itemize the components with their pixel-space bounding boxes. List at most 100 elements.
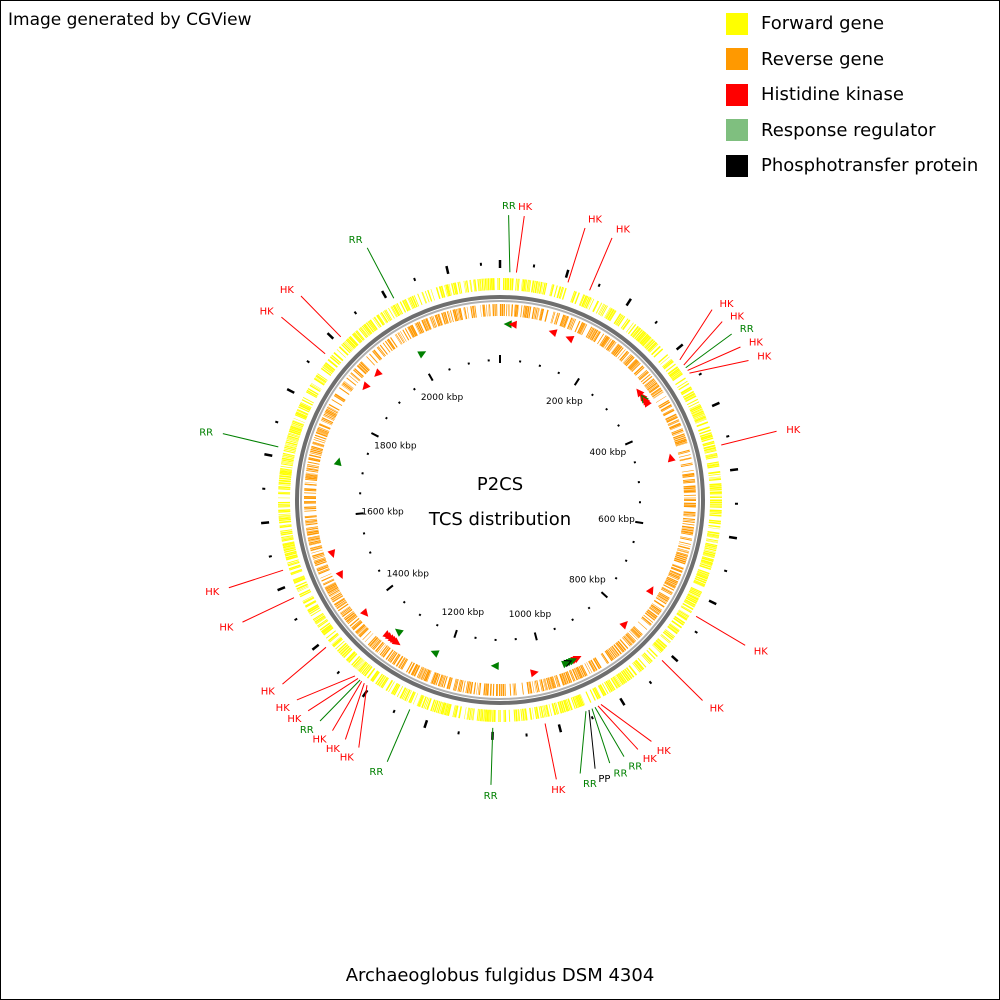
reverse-gene (304, 515, 317, 517)
reverse-gene (471, 305, 475, 318)
hk-label: HK (719, 299, 734, 310)
forward-gene (278, 513, 291, 516)
forward-gene (282, 454, 295, 458)
reverse-gene (305, 473, 318, 476)
forward-gene (281, 538, 294, 542)
forward-gene (676, 613, 687, 621)
legend-label-reverse-gene: Reverse gene (761, 48, 885, 70)
reverse-gene (652, 389, 663, 398)
forward-gene (484, 709, 486, 722)
forward-gene (695, 417, 707, 423)
forward-gene (626, 322, 634, 333)
reverse-gene (594, 657, 602, 669)
forward-gene (684, 600, 695, 607)
forward-gene (528, 280, 532, 293)
kbp-label: 400 kbp (590, 448, 627, 458)
forward-gene (313, 377, 325, 386)
reverse-gene (568, 670, 575, 682)
forward-gene (324, 362, 336, 371)
outer-minor-tick (392, 709, 396, 714)
forward-gene (396, 685, 404, 697)
forward-gene (680, 606, 692, 614)
forward-gene (293, 575, 305, 582)
outer-major-tick (557, 724, 563, 733)
forward-gene (492, 278, 495, 291)
outer-minor-tick (268, 555, 273, 558)
reverse-gene (646, 610, 657, 619)
outer-minor-tick (590, 715, 594, 720)
outer-minor-tick (336, 670, 341, 675)
reverse-gene (574, 320, 581, 333)
forward-gene (642, 653, 652, 664)
reverse-gene (587, 327, 595, 339)
histidine-kinase-arrow (335, 570, 343, 580)
forward-gene (479, 709, 482, 722)
forward-gene (676, 612, 688, 621)
reverse-gene (536, 307, 540, 320)
reverse-gene (426, 318, 432, 330)
reverse-gene (514, 683, 517, 696)
reverse-gene (672, 431, 684, 436)
forward-gene (369, 319, 378, 331)
reverse-gene (376, 642, 385, 653)
forward-gene (418, 695, 425, 707)
outer-minor-tick (353, 311, 358, 315)
forward-gene (278, 488, 291, 491)
forward-gene (660, 356, 670, 365)
forward-gene (479, 278, 482, 291)
forward-gene (665, 363, 676, 372)
forward-gene (705, 454, 718, 458)
reverse-gene (560, 314, 566, 327)
forward-gene (355, 659, 364, 670)
forward-gene (693, 413, 705, 419)
reverse-gene (514, 304, 517, 317)
reverse-gene (309, 454, 322, 459)
forward-gene (652, 643, 663, 653)
reverse-gene (494, 304, 496, 317)
forward-gene (508, 709, 511, 722)
reverse-gene (304, 488, 317, 491)
reverse-gene (369, 353, 378, 364)
reverse-gene (665, 415, 678, 422)
reverse-gene (498, 683, 501, 696)
feature-callouts: RR HKHKHKHKHKRRHKHKHKHKHKHKHKRRRRPPRRHKRR… (199, 201, 801, 802)
reverse-gene (452, 309, 457, 322)
histidine-kinase-arrow (645, 586, 654, 596)
reverse-gene (653, 391, 664, 399)
forward-gene (286, 438, 299, 443)
forward-gene (278, 510, 291, 513)
forward-gene (624, 668, 633, 679)
histidine-kinase-arrow (548, 329, 558, 338)
forward-gene (536, 281, 540, 294)
forward-gene (433, 700, 439, 713)
reverse-gene (318, 426, 330, 432)
forward-gene (677, 611, 689, 619)
reverse-gene (661, 587, 673, 594)
inner-major-tick (427, 373, 434, 382)
forward-gene (684, 394, 696, 401)
reverse-gene (648, 607, 659, 616)
reverse-gene (395, 655, 404, 667)
forward-gene (343, 341, 353, 351)
outer-minor-tick (726, 434, 730, 438)
reverse-gene (310, 450, 322, 455)
reverse-gene (538, 308, 542, 321)
forward-gene (700, 559, 713, 565)
histidine-kinase-arrow (327, 549, 336, 558)
hk-label: HK (280, 285, 295, 296)
reverse-gene (463, 307, 468, 320)
forward-gene (647, 341, 657, 352)
forward-gene (424, 697, 430, 710)
reverse-gene (682, 473, 695, 477)
forward-gene (380, 676, 389, 688)
reverse-gene (331, 593, 343, 601)
reverse-gene (668, 420, 680, 427)
forward-gene (595, 686, 602, 698)
callout-line (515, 215, 525, 273)
forward-gene (403, 299, 410, 311)
forward-gene (509, 278, 512, 291)
reverse-gene (561, 315, 567, 327)
forward-gene (477, 279, 480, 292)
callout-line (332, 680, 363, 731)
